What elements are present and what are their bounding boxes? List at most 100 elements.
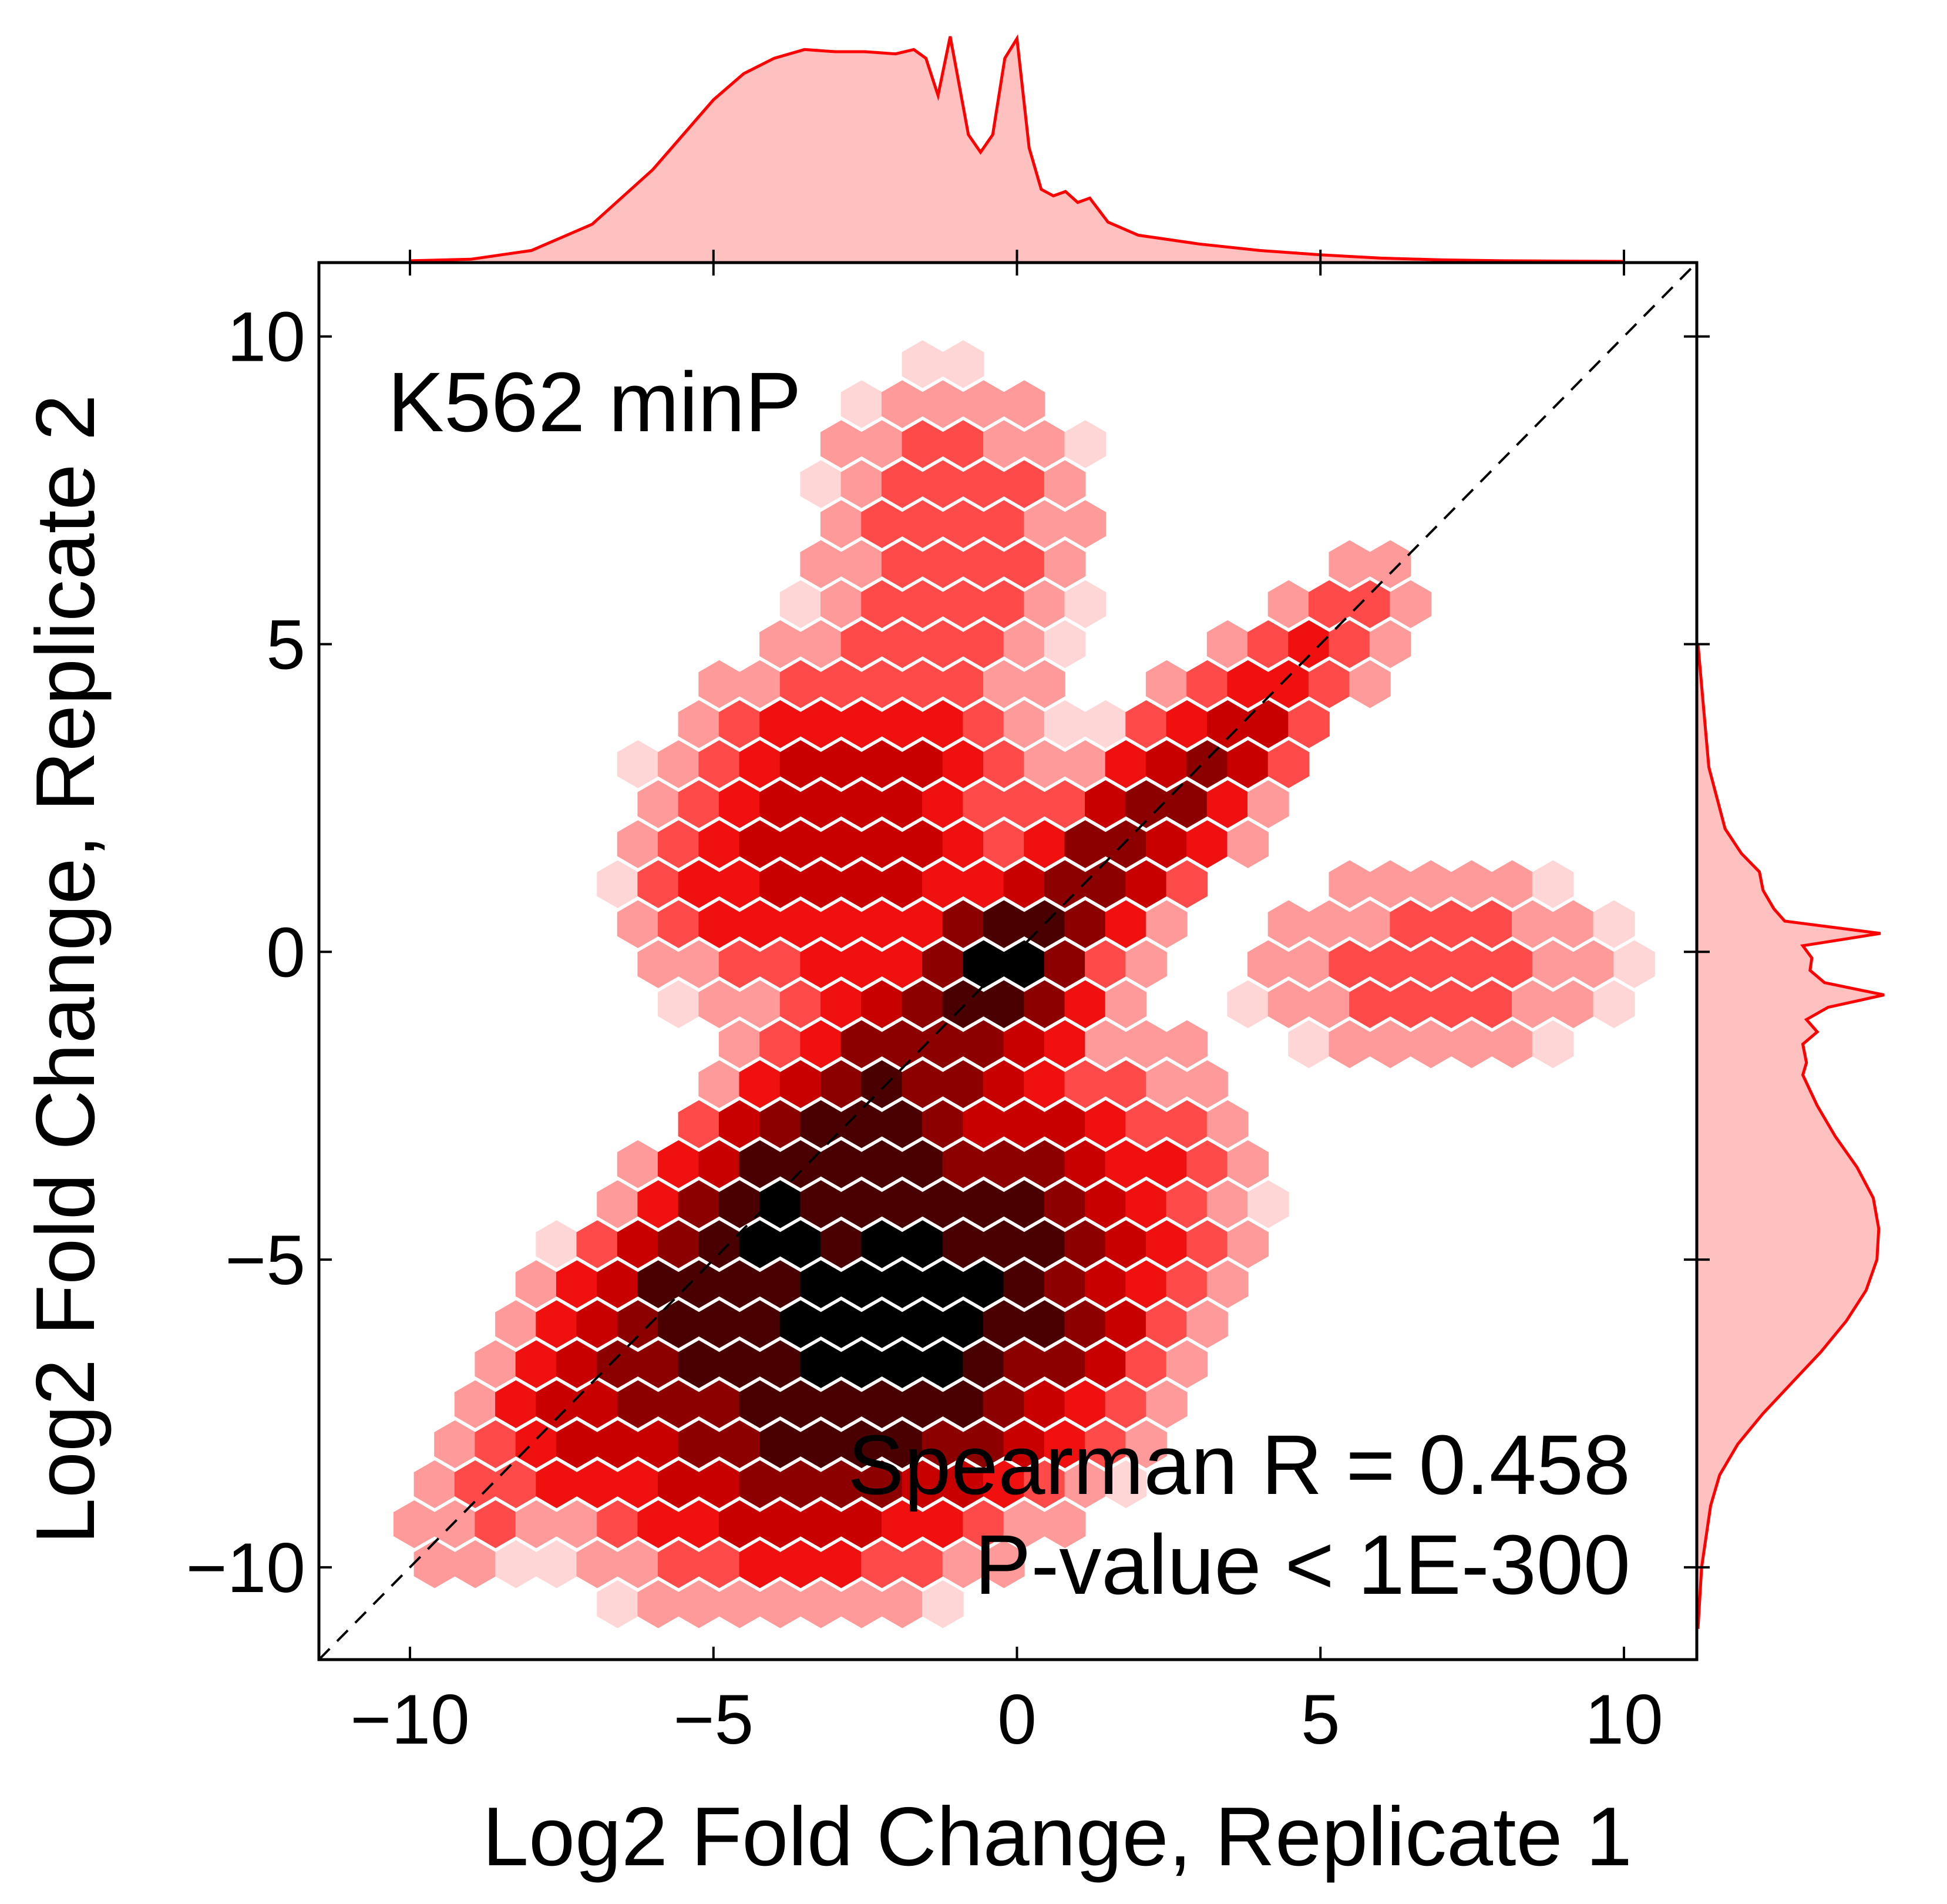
hexbin-cell xyxy=(759,1340,801,1388)
hexbin-cell xyxy=(556,1500,598,1549)
hexbin-cell xyxy=(963,1340,1004,1388)
hexbin-cell xyxy=(739,1460,781,1509)
hexbin-cell xyxy=(1003,380,1045,428)
hexbin-cell xyxy=(983,1140,1025,1188)
hexbin-cell xyxy=(1186,740,1228,788)
hexbin-cell xyxy=(1064,740,1107,788)
hexbin-cell xyxy=(658,740,700,788)
hexbin-cell xyxy=(678,1260,720,1308)
hexbin-cell xyxy=(840,1100,883,1149)
hexbin-cell xyxy=(1206,1100,1249,1149)
hexbin-cell xyxy=(1085,1180,1126,1228)
hexbin-cell xyxy=(1145,820,1188,868)
hexbin-cell xyxy=(881,1500,923,1549)
hexbin-cell xyxy=(597,1340,638,1388)
hexbin-cell xyxy=(759,780,801,828)
hexbin-cell xyxy=(658,820,700,868)
hexbin-cell xyxy=(413,1540,456,1589)
marginal-y-curve xyxy=(1696,644,1885,1629)
hexbin-cell xyxy=(1064,1380,1107,1428)
hexbin-cell xyxy=(1024,1060,1065,1109)
hexbin-cell xyxy=(1125,780,1167,828)
hexbin-cell xyxy=(983,1220,1025,1268)
hexbin-cell xyxy=(1105,1300,1147,1348)
hexbin-cell xyxy=(1024,500,1065,548)
hexbin-cell xyxy=(1288,940,1330,988)
hexbin-cell xyxy=(1390,900,1431,948)
hexbin-cell xyxy=(597,1420,638,1469)
hexbin-cell xyxy=(881,540,923,589)
hexbin-cell xyxy=(922,700,964,748)
hexbin-cell xyxy=(963,620,1004,669)
hexbin-cell xyxy=(1085,1340,1126,1388)
y-axis-label: Log2 Fold Change, Replicate 2 xyxy=(19,394,112,1544)
hexbin-cell xyxy=(800,460,842,508)
hexbin-cell xyxy=(963,940,1004,988)
hexbin-cell xyxy=(861,420,903,468)
hexbin-cell xyxy=(698,820,740,868)
x-tick-label: 5 xyxy=(1301,1680,1340,1759)
hexbin-cell xyxy=(1349,660,1391,708)
hexbin-cell xyxy=(1085,780,1126,828)
hexbin-cell xyxy=(617,1300,659,1348)
hexbin-cell xyxy=(779,1380,822,1428)
hexbin-cell xyxy=(779,660,822,708)
hexbin-cell xyxy=(637,780,679,828)
hexbin-cell xyxy=(759,700,801,748)
hexbin-cell xyxy=(1145,900,1188,948)
hexbin-cell xyxy=(902,1220,944,1268)
hexbin-cell xyxy=(1145,1220,1188,1268)
hexbin-cell xyxy=(1105,1220,1147,1268)
hexbin-cell xyxy=(1166,1260,1208,1308)
hexbin-cell xyxy=(739,1300,781,1348)
hexbin-cell xyxy=(942,740,984,788)
hexbin-cell xyxy=(963,460,1004,508)
hexbin-cell xyxy=(1085,1420,1126,1469)
hexbin-cell xyxy=(1105,1380,1147,1428)
hexbin-cell xyxy=(963,780,1004,828)
hexbin-cell xyxy=(1491,860,1534,908)
hexbin-cell xyxy=(576,1220,618,1268)
hexbin-cell xyxy=(1166,700,1208,748)
hexbin-cell xyxy=(1206,1180,1249,1228)
hexbin-cell xyxy=(1085,860,1126,908)
hexbin-cell xyxy=(1166,1340,1208,1388)
hexbin-cell xyxy=(942,1060,984,1109)
hexbin-cell xyxy=(576,1300,618,1348)
hexbin-cell xyxy=(902,1060,944,1109)
hexbin-cell xyxy=(1044,1260,1086,1308)
hexbin-cell xyxy=(1206,780,1249,828)
hexbin-cell xyxy=(779,1140,822,1188)
hexbin-cell xyxy=(515,1260,557,1308)
hexbin-cell xyxy=(902,1460,944,1509)
hexbin-cell xyxy=(1145,660,1188,708)
hexbin-cell xyxy=(1267,580,1310,629)
hexbin-cell xyxy=(942,900,984,948)
hexbin-cell xyxy=(678,860,720,908)
hexbin-cell xyxy=(902,340,944,388)
hexbin-cell xyxy=(1247,940,1289,988)
hexbin-cell xyxy=(861,900,903,948)
hexbin-cell xyxy=(1044,540,1086,589)
hexbin-cell xyxy=(1145,1380,1188,1428)
hexbin-cell xyxy=(779,1220,822,1268)
hexbin-cell xyxy=(698,1380,740,1428)
hexbin-cell xyxy=(1064,1460,1107,1509)
hexbin-cell xyxy=(1044,780,1086,828)
hexbin-cell xyxy=(1003,1420,1045,1469)
hexbin-cell xyxy=(983,420,1025,468)
hexbin-cell xyxy=(617,740,659,788)
hexbin-cell xyxy=(942,500,984,548)
hexbin-cell xyxy=(1024,1460,1065,1509)
hexbin-cell xyxy=(1105,1140,1147,1188)
hexbin-cell xyxy=(821,1380,862,1428)
hexbin-cell xyxy=(1125,1180,1167,1228)
hexbin-cell xyxy=(718,1500,761,1549)
hexbin-cell xyxy=(1145,1300,1188,1348)
hexbin-cell xyxy=(1085,1020,1126,1069)
hexbin-cell xyxy=(1064,500,1107,548)
hexbin-cell xyxy=(1267,900,1310,948)
hexbin-cell xyxy=(922,380,964,428)
hexbin-cell xyxy=(1044,1180,1086,1228)
x-tick-label: −10 xyxy=(350,1680,470,1759)
